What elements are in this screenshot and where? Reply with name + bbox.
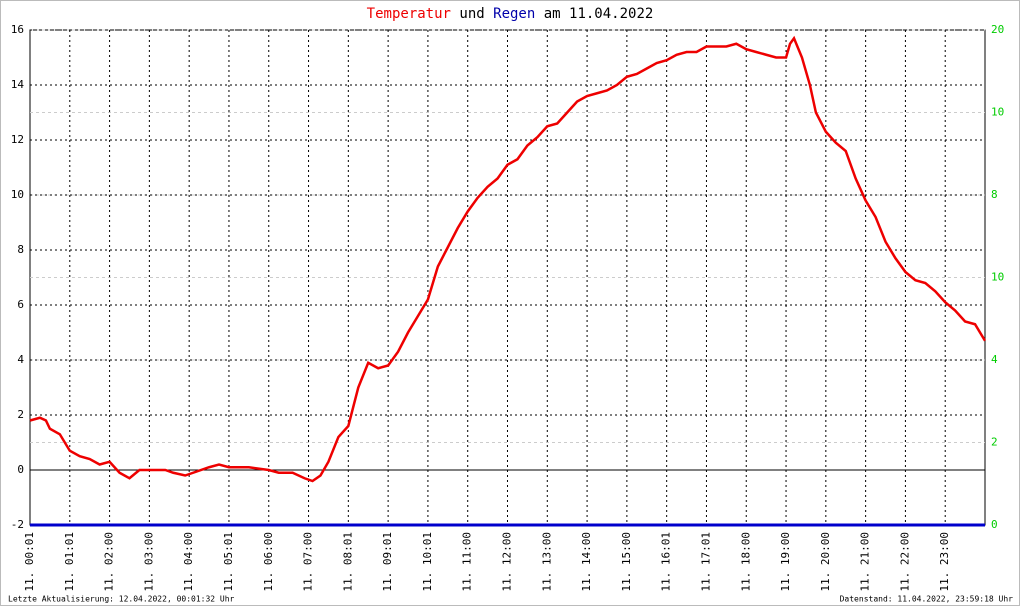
x-tick-label: 11. 09:01 — [381, 532, 394, 592]
y-tick-label: 6 — [17, 298, 24, 311]
y2-tick-label: 8 — [991, 188, 998, 201]
y2-tick-label: 10 — [991, 106, 1004, 119]
x-tick-label: 11. 08:01 — [341, 532, 354, 592]
y-tick-label: -2 — [11, 518, 24, 531]
x-tick-label: 11. 04:00 — [182, 532, 195, 592]
x-tick-label: 11. 23:00 — [938, 532, 951, 592]
y2-tick-label: 0 — [991, 518, 998, 531]
x-tick-label: 11. 17:01 — [699, 532, 712, 592]
footer-left: Letzte Aktualisierung: 12.04.2022, 00:01… — [8, 595, 235, 604]
x-tick-label: 11. 21:00 — [859, 532, 872, 592]
y2-tick-label: 20 — [991, 23, 1004, 36]
y2-tick-label: 2 — [991, 436, 998, 449]
title-part: Temperatur — [367, 6, 451, 22]
x-tick-label: 11. 13:00 — [540, 532, 553, 592]
y-tick-label: 8 — [17, 243, 24, 256]
y-tick-label: 4 — [17, 353, 24, 366]
x-tick-label: 11. 05:01 — [222, 532, 235, 592]
y-tick-label: 0 — [17, 463, 24, 476]
y-tick-label: 10 — [11, 188, 24, 201]
y2-tick-label: 10 — [991, 271, 1004, 284]
x-tick-label: 11. 22:00 — [898, 532, 911, 592]
x-tick-label: 11. 06:00 — [262, 532, 275, 592]
x-tick-label: 11. 07:00 — [302, 532, 315, 592]
x-tick-label: 11. 20:00 — [819, 532, 832, 592]
plot-area — [29, 29, 986, 526]
title-part: Regen — [493, 6, 535, 22]
x-tick-label: 11. 16:01 — [660, 532, 673, 592]
footer-right: Datenstand: 11.04.2022, 23:59:18 Uhr — [840, 595, 1014, 604]
x-tick-label: 11. 14:00 — [580, 532, 593, 592]
y-tick-label: 2 — [17, 408, 24, 421]
x-tick-label: 11. 03:00 — [142, 532, 155, 592]
x-tick-label: 11. 12:00 — [501, 532, 514, 592]
x-tick-label: 11. 18:00 — [739, 532, 752, 592]
x-tick-label: 11. 15:00 — [620, 532, 633, 592]
title-part: am 11.04.2022 — [544, 6, 654, 22]
y2-tick-label: 4 — [991, 353, 998, 366]
y-tick-label: 16 — [11, 23, 24, 36]
x-tick-label: 11. 19:00 — [779, 532, 792, 592]
x-tick-label: 11. 01:01 — [63, 532, 76, 592]
x-tick-label: 11. 00:01 — [23, 532, 36, 592]
chart-title: Temperatur und Regen am 11.04.2022 — [367, 6, 654, 22]
x-tick-label: 11. 11:00 — [461, 532, 474, 592]
x-tick-label: 11. 02:00 — [103, 532, 116, 592]
line-series — [29, 35, 987, 483]
title-part: und — [459, 6, 484, 22]
x-tick-label: 11. 10:01 — [421, 532, 434, 592]
y-tick-label: 14 — [11, 78, 25, 91]
y-tick-label: 12 — [11, 133, 24, 146]
